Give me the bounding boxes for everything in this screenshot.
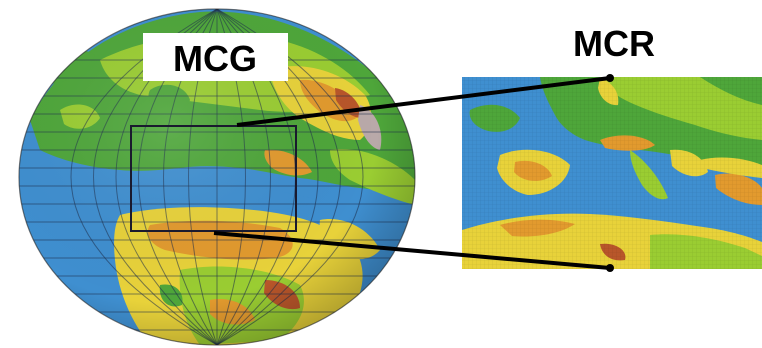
lower-connector-end xyxy=(606,264,614,272)
lower-connector-line xyxy=(213,231,611,270)
zoom-connectors xyxy=(213,74,614,272)
regional-model-panel xyxy=(462,77,762,269)
upper-connector-line xyxy=(236,76,611,127)
upper-connector-end xyxy=(606,74,614,82)
global-model-globe: MCG xyxy=(18,8,416,346)
regional-model-label: MCR xyxy=(573,23,655,64)
regional-domain-box xyxy=(130,125,297,232)
global-label-box xyxy=(143,33,288,81)
global-model-label: MCG xyxy=(173,38,257,79)
